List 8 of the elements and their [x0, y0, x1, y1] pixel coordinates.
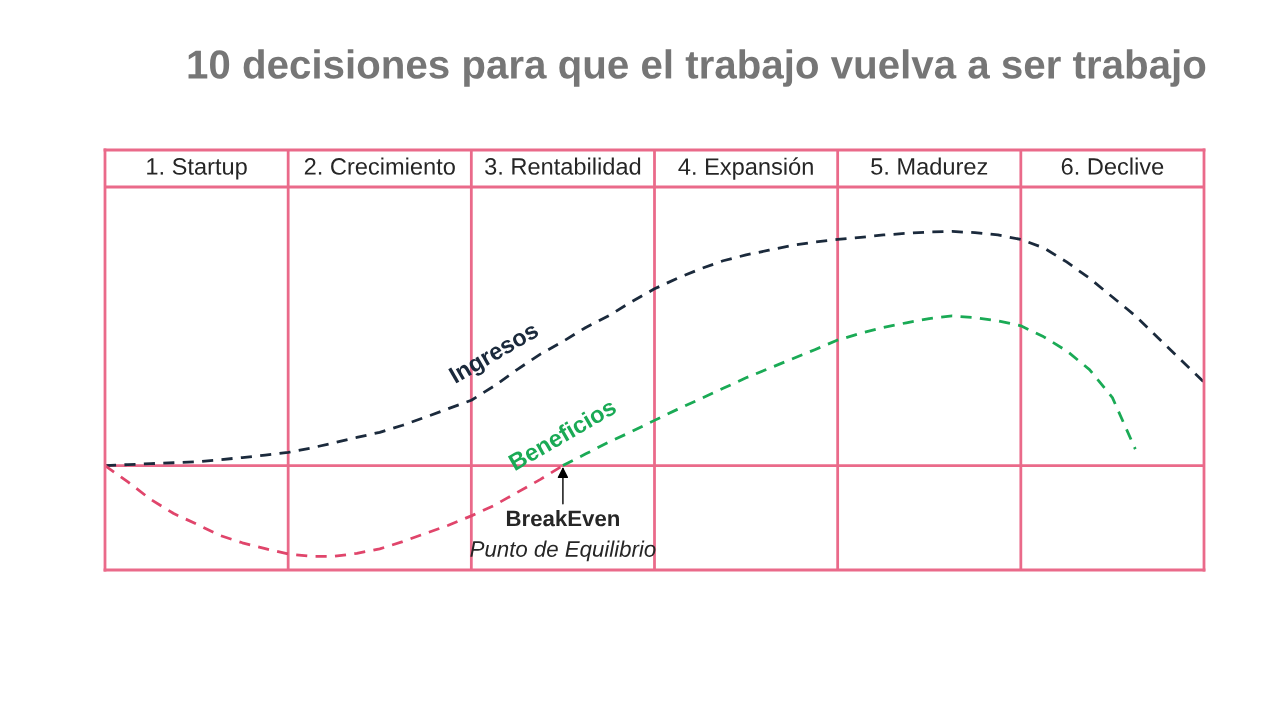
- text: 3. Rentabilidad: [485, 157, 641, 175]
- chart-title: 10 decisiones para que el trabajo vuelva a ser trabajo: [188, 49, 1206, 87]
- text: 2. Crecimiento: [304, 157, 455, 175]
- annotation: BreakEven: [506, 510, 619, 527]
- text: 6. Declive: [1061, 157, 1164, 175]
- text: 4. Expansión: [678, 157, 813, 180]
- text: 5. Madurez: [871, 157, 988, 175]
- text: 1. Startup: [147, 158, 247, 180]
